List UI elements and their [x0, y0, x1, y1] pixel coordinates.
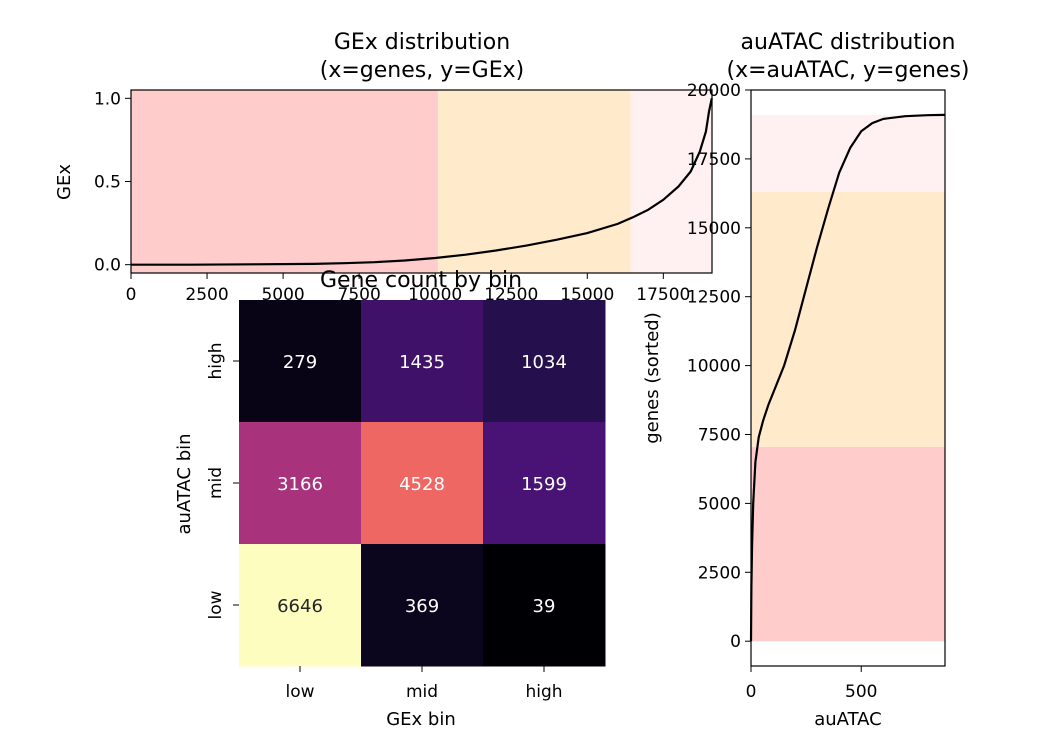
gex-y-axis-label: GEx: [54, 164, 75, 200]
heatmap-x-tick-label: mid: [406, 682, 438, 702]
auatac-plot-frame: [750, 89, 946, 667]
heatmap-cell-value: 3166: [277, 474, 323, 495]
auatac-chart-subtitle: (x=auATAC, y=genes): [726, 58, 969, 83]
heatmap-x-tick-label: low: [285, 682, 314, 702]
auatac-y-tick-label: 10000: [687, 357, 741, 377]
heatmap-y-tick-label: mid: [206, 467, 226, 499]
heatmap-cell: [239, 422, 362, 545]
gex-y-tick-label: 1.0: [94, 89, 121, 109]
gex-band-low: [131, 90, 438, 273]
heatmap-y-tick-label: low: [206, 590, 226, 619]
auatac-y-tick-label: 12500: [687, 288, 741, 308]
heatmap-cell: [239, 544, 362, 667]
heatmap-cell-value: 279: [283, 352, 317, 373]
heatmap-y-axis-label: auATAC bin: [174, 433, 195, 534]
auatac-y-tick-label: 2500: [698, 563, 741, 583]
heatmap-cell: [361, 300, 484, 423]
auatac-y-tick-label: 20000: [687, 81, 741, 101]
auatac-y-tick-label: 15000: [687, 219, 741, 239]
gex-chart-subtitle: (x=genes, y=GEx): [320, 58, 524, 83]
gex-x-tick-label: 0: [126, 285, 137, 305]
gene-count-heatmap-panel: 279 1435 1034 3166 4528 1599 6646 369 39 low mid h…: [174, 268, 606, 730]
heatmap-cell: [239, 300, 362, 423]
auatac-band-low: [751, 446, 945, 642]
auatac-band-mid: [751, 191, 945, 447]
heatmap-cell: [483, 300, 606, 423]
gex-x-tick-label: 17500: [636, 285, 690, 305]
gex-x-tick-label: 2500: [185, 285, 228, 305]
gex-band-high: [630, 90, 712, 273]
auatac-x-axis-label: auATAC: [814, 709, 882, 730]
heatmap-cell-value: 369: [405, 596, 439, 617]
heatmap-cell: [361, 422, 484, 545]
heatmap-cell-value: 4528: [399, 474, 445, 495]
gex-chart-title: GEx distribution: [334, 30, 510, 55]
heatmap-cell-value: 39: [533, 596, 556, 617]
gex-bin-bands: [131, 90, 712, 273]
gex-distribution-panel: 0 2500 5000 7500 10000 12500 15000 17500 0.00.5…: [54, 30, 713, 305]
auatac-y-tick-label: 17500: [687, 150, 741, 170]
auatac-distribution-panel: 0 500 0 2500 5000 7500 10000 12500 15000 17500 20…: [642, 30, 970, 730]
heatmap-title: Gene count by bin: [320, 268, 522, 293]
heatmap-cell-value: 1599: [521, 474, 567, 495]
auatac-y-axis-label: genes (sorted): [642, 312, 663, 443]
auatac-y-tick-label: 7500: [698, 425, 741, 445]
auatac-y-tick-label: 0: [730, 632, 741, 652]
gex-y-tick-label: 0.5: [94, 173, 121, 193]
heatmap-cell: [483, 422, 606, 545]
heatmap-cell: [483, 544, 606, 667]
auatac-y-tick-label: 5000: [698, 494, 741, 514]
auatac-bin-bands: [751, 114, 945, 642]
auatac-chart-title: auATAC distribution: [741, 30, 956, 55]
auatac-x-tick-label: 500: [845, 682, 877, 702]
auatac-x-tick-label: 0: [746, 682, 757, 702]
gex-y-ticks: 0.0 0.5 1.0: [94, 89, 131, 276]
auatac-curve: [749, 113, 946, 642]
heatmap-cell-value: 6646: [277, 596, 323, 617]
auatac-x-ticks: 0 500: [746, 666, 877, 702]
gex-band-mid: [437, 90, 631, 273]
gex-y-tick-label: 0.0: [94, 256, 121, 276]
auatac-y-ticks: 0 2500 5000 7500 10000 12500 15000 17500 20000: [687, 81, 751, 652]
heatmap-x-axis-label: GEx bin: [386, 709, 456, 730]
heatmap-y-tick-label: high: [206, 342, 226, 379]
heatmap-cell: [361, 544, 484, 667]
heatmap-cell-value: 1034: [521, 352, 567, 373]
heatmap-ticks: low mid high high mid low: [206, 342, 563, 702]
heatmap-cells: 279 1435 1034 3166 4528 1599 6646 369 39: [239, 300, 606, 667]
heatmap-x-tick-label: high: [525, 682, 562, 702]
gex-curve: [131, 98, 713, 266]
heatmap-cell-value: 1435: [399, 352, 445, 373]
